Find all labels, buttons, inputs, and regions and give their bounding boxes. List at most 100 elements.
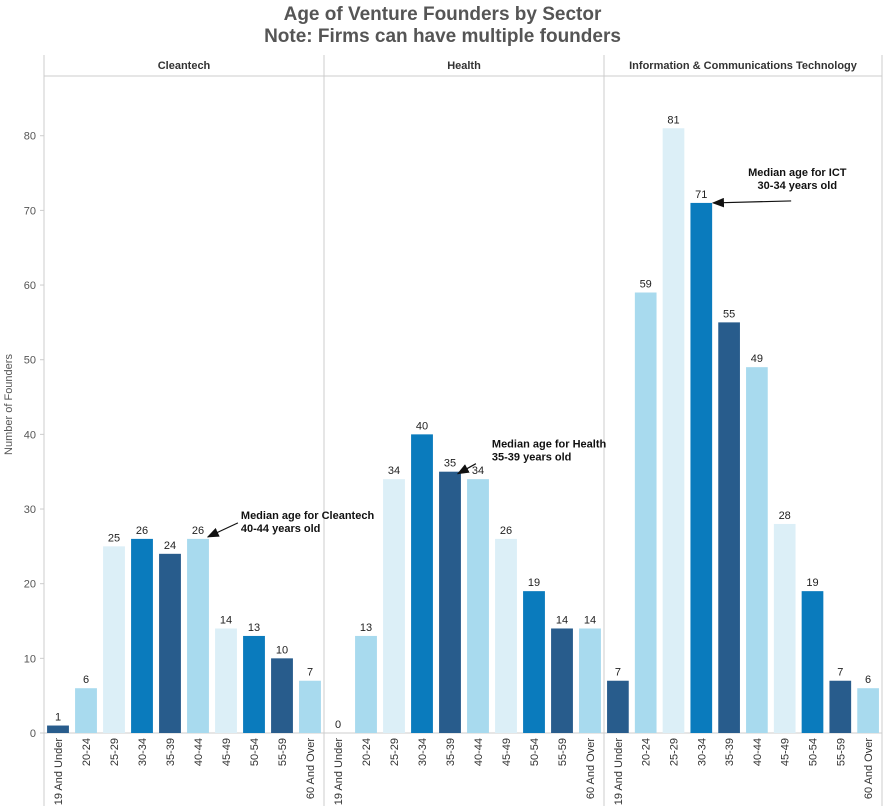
category-label: 40-44 xyxy=(193,738,205,766)
bar-health xyxy=(439,471,461,733)
bar-information-communications-technology xyxy=(634,292,657,733)
category-label: 25-29 xyxy=(669,738,681,766)
bar-health xyxy=(551,628,573,733)
category-label: 45-49 xyxy=(501,738,513,766)
bar-information-communications-technology xyxy=(829,680,852,733)
category-label: 40-44 xyxy=(752,738,764,766)
data-label: 14 xyxy=(556,614,568,626)
data-label: 59 xyxy=(640,279,652,291)
y-tick-label: 0 xyxy=(30,728,36,740)
annotation-line1: Median age for ICT xyxy=(748,167,847,179)
bar-cleantech xyxy=(159,553,181,733)
data-label: 1 xyxy=(55,712,61,724)
bar-cleantech xyxy=(271,658,293,733)
annotation-line2: 35-39 years old xyxy=(492,452,572,464)
bar-information-communications-technology xyxy=(801,591,824,733)
data-label: 26 xyxy=(500,525,512,537)
data-label: 14 xyxy=(584,614,596,626)
panel-header-information-communications-technology: Information & Communications Technology xyxy=(629,60,858,72)
bar-health xyxy=(495,538,517,733)
chart-subtitle: Note: Firms can have multiple founders xyxy=(264,26,621,47)
bar-cleantech xyxy=(47,725,69,733)
data-label: 6 xyxy=(865,674,871,686)
data-label: 7 xyxy=(837,667,843,679)
bar-health xyxy=(411,434,433,733)
annotation-line1: Median age for Cleantech xyxy=(241,510,375,522)
data-label: 19 xyxy=(528,577,540,589)
bar-information-communications-technology xyxy=(746,367,768,733)
data-label: 40 xyxy=(416,420,428,432)
data-label: 34 xyxy=(472,465,484,477)
data-label: 81 xyxy=(667,114,679,126)
category-label: 50-54 xyxy=(808,738,820,766)
data-label: 0 xyxy=(335,719,341,731)
category-label: 20-24 xyxy=(641,738,653,766)
category-label: 19 And Under xyxy=(613,738,625,806)
category-label: 35-39 xyxy=(165,738,177,766)
annotation-line2: 40-44 years old xyxy=(241,523,320,535)
data-label: 49 xyxy=(751,353,763,365)
category-label: 35-39 xyxy=(445,738,457,766)
category-label: 40-44 xyxy=(473,738,485,766)
bar-information-communications-technology xyxy=(607,680,629,733)
category-label: 55-59 xyxy=(835,738,847,766)
bar-cleantech xyxy=(299,680,321,733)
bar-information-communications-technology xyxy=(773,523,796,733)
annotation-line1: Median age for Health xyxy=(492,439,607,451)
data-label: 19 xyxy=(806,577,818,589)
category-label: 35-39 xyxy=(724,738,736,766)
category-label: 20-24 xyxy=(81,738,93,766)
data-label: 14 xyxy=(220,614,232,626)
data-label: 35 xyxy=(444,458,456,470)
category-label: 60 And Over xyxy=(305,738,317,799)
bar-health xyxy=(523,591,545,733)
category-label: 30-34 xyxy=(696,738,708,766)
bar-cleantech xyxy=(215,628,237,733)
category-label: 45-49 xyxy=(221,738,233,766)
category-label: 30-34 xyxy=(137,738,149,766)
data-label: 6 xyxy=(83,674,89,686)
bar-health xyxy=(355,635,377,733)
y-tick-label: 20 xyxy=(24,579,36,591)
bar-cleantech xyxy=(187,538,209,733)
bar-information-communications-technology xyxy=(662,128,685,734)
chart-title: Age of Venture Founders by Sector xyxy=(283,4,602,25)
bar-cleantech xyxy=(131,538,153,733)
y-tick-label: 80 xyxy=(24,131,36,143)
panel-header-health: Health xyxy=(447,60,481,72)
data-label: 24 xyxy=(164,540,176,552)
bar-information-communications-technology xyxy=(718,322,740,733)
data-label: 25 xyxy=(108,532,120,544)
data-label: 28 xyxy=(779,510,791,522)
data-label: 13 xyxy=(248,622,260,634)
bar-cleantech xyxy=(103,546,125,733)
annotation-arrow xyxy=(456,463,477,475)
y-tick-label: 60 xyxy=(24,280,36,292)
category-label: 30-34 xyxy=(417,738,429,766)
y-tick-label: 30 xyxy=(24,504,36,516)
bar-health xyxy=(383,479,405,733)
y-axis-title: Number of Founders xyxy=(3,354,15,455)
category-label: 19 And Under xyxy=(53,738,65,806)
panel-header-cleantech: Cleantech xyxy=(158,60,211,72)
data-label: 13 xyxy=(360,622,372,634)
bar-health xyxy=(467,479,489,733)
category-label: 20-24 xyxy=(361,738,373,766)
bar-health xyxy=(579,628,601,733)
data-label: 26 xyxy=(136,525,148,537)
bar-information-communications-technology xyxy=(690,202,713,733)
data-label: 26 xyxy=(192,525,204,537)
data-label: 7 xyxy=(307,667,313,679)
y-tick-label: 40 xyxy=(24,429,36,441)
data-label: 55 xyxy=(723,308,735,320)
category-label: 60 And Over xyxy=(585,738,597,799)
y-tick-label: 50 xyxy=(24,355,36,367)
data-label: 34 xyxy=(388,465,400,477)
category-label: 55-59 xyxy=(277,738,289,766)
category-label: 60 And Over xyxy=(863,738,875,799)
category-label: 19 And Under xyxy=(333,738,345,806)
category-label: 50-54 xyxy=(529,738,541,766)
annotation-arrow xyxy=(711,197,792,208)
category-label: 25-29 xyxy=(389,738,401,766)
